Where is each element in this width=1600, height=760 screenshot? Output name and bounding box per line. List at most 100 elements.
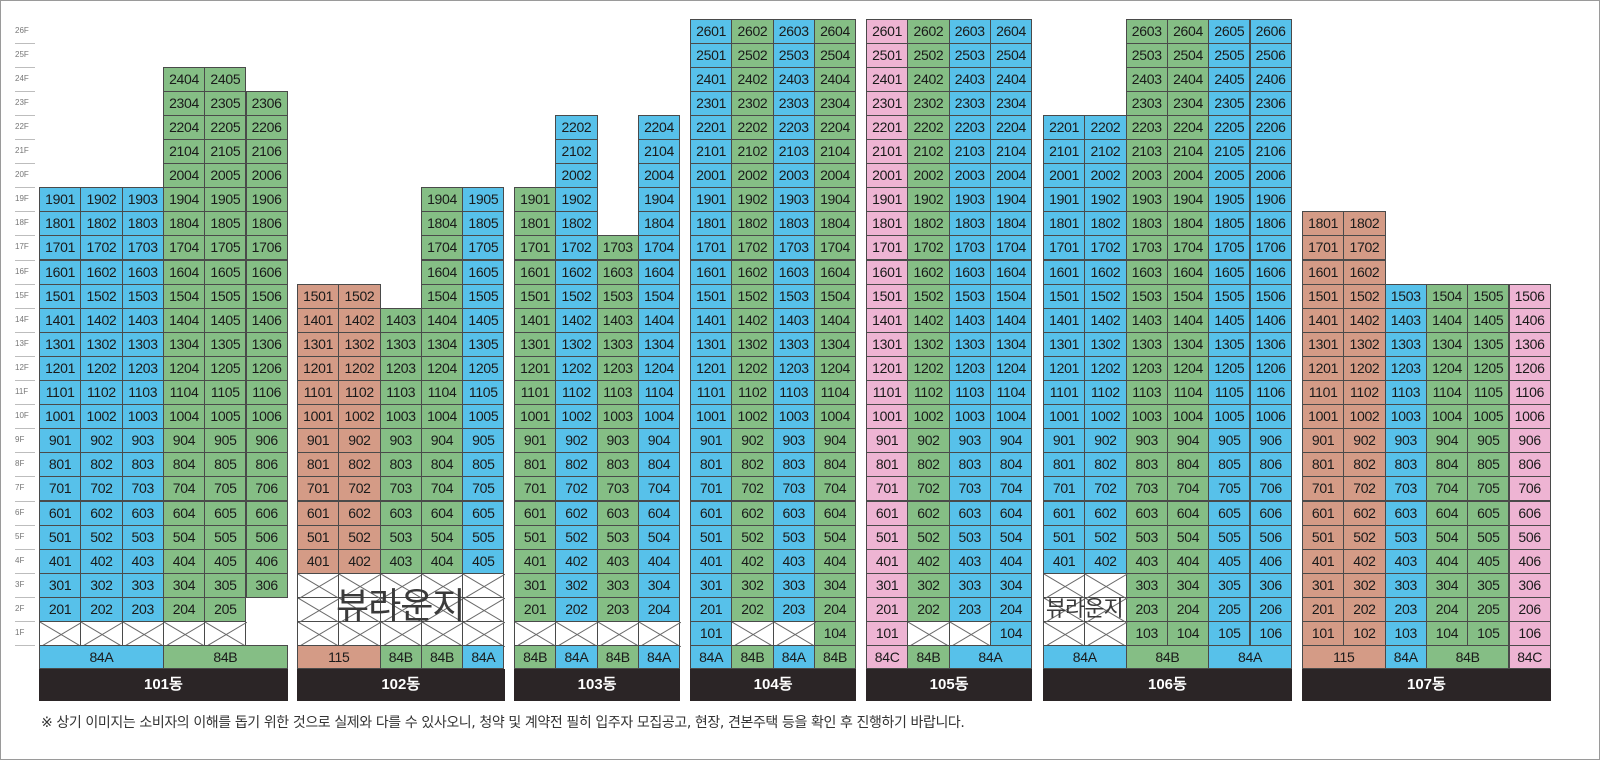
unit-cell[interactable]: 1506 — [1508, 283, 1551, 309]
unit-cell[interactable]: 904 — [1425, 428, 1469, 454]
unit-cell[interactable]: 1504 — [1166, 283, 1210, 309]
unit-cell[interactable]: 804 — [1166, 452, 1210, 478]
unit-cell[interactable]: 1002 — [338, 404, 381, 430]
unit-cell[interactable]: 1302 — [555, 331, 598, 357]
unit-cell[interactable]: 1703 — [596, 235, 639, 261]
unit-cell[interactable]: 1703 — [948, 235, 991, 261]
unit-cell[interactable]: 1103 — [948, 380, 991, 406]
unit-cell[interactable]: 2404 — [1166, 66, 1210, 92]
unit-cell[interactable]: 802 — [555, 452, 598, 478]
unit-cell[interactable]: 1506 — [1249, 283, 1292, 309]
unit-cell[interactable]: 1103 — [121, 380, 164, 406]
unit-cell[interactable]: 202 — [80, 596, 123, 622]
unit-cell[interactable]: 401 — [39, 548, 82, 574]
unit-cell[interactable]: 1905 — [462, 187, 505, 213]
unit-cell[interactable]: 204 — [1425, 596, 1469, 622]
unit-cell[interactable]: 1304 — [989, 331, 1033, 357]
unit-cell[interactable]: 1102 — [338, 380, 381, 406]
unit-cell[interactable]: 1302 — [1343, 331, 1386, 357]
unit-cell[interactable]: 1301 — [297, 331, 340, 357]
unit-cell[interactable]: 1701 — [1043, 235, 1086, 261]
unit-cell[interactable]: 601 — [1302, 500, 1345, 526]
unit-cell[interactable]: 303 — [596, 572, 639, 598]
unit-cell[interactable]: 805 — [204, 452, 247, 478]
unit-cell[interactable]: 904 — [813, 428, 857, 454]
unit-cell[interactable]: 1002 — [907, 404, 950, 430]
unit-cell[interactable]: 402 — [731, 548, 774, 574]
unit-cell[interactable]: 403 — [948, 548, 991, 574]
unit-cell[interactable]: 503 — [596, 524, 639, 550]
unit-cell[interactable]: 2101 — [690, 139, 733, 165]
unit-cell[interactable]: 604 — [1166, 500, 1210, 526]
unit-cell[interactable]: 2503 — [772, 42, 815, 68]
unit-cell[interactable]: 1304 — [813, 331, 857, 357]
unit-cell[interactable]: 1503 — [1384, 283, 1427, 309]
unit-cell[interactable]: 605 — [1467, 500, 1510, 526]
unit-cell[interactable]: 1101 — [39, 380, 82, 406]
unit-cell[interactable]: 1604 — [1166, 259, 1210, 285]
unit-cell[interactable]: 1603 — [948, 259, 991, 285]
unit-cell[interactable]: 1101 — [690, 380, 733, 406]
unit-cell[interactable]: 301 — [514, 572, 557, 598]
unit-cell[interactable]: 1003 — [121, 404, 164, 430]
unit-cell[interactable]: 1203 — [1384, 355, 1427, 381]
unit-cell[interactable]: 1004 — [989, 404, 1033, 430]
unit-cell[interactable]: 2303 — [772, 90, 815, 116]
unit-cell[interactable]: 1503 — [1125, 283, 1168, 309]
unit-cell[interactable]: 1403 — [772, 307, 815, 333]
unit-cell[interactable]: 1602 — [907, 259, 950, 285]
unit-cell[interactable]: 1101 — [1043, 380, 1086, 406]
unit-cell[interactable]: 801 — [514, 452, 557, 478]
unit-cell[interactable]: 2202 — [1084, 114, 1127, 140]
unit-cell[interactable]: 1704 — [989, 235, 1033, 261]
unit-cell[interactable]: 101 — [690, 621, 733, 647]
unit-cell[interactable]: 2404 — [813, 66, 857, 92]
unit-cell[interactable]: 1601 — [1043, 259, 1086, 285]
unit-cell[interactable]: 305 — [1208, 572, 1251, 598]
unit-cell[interactable]: 1905 — [204, 187, 247, 213]
unit-cell[interactable]: 2003 — [772, 163, 815, 189]
unit-cell[interactable]: 1001 — [514, 404, 557, 430]
unit-cell[interactable]: 103 — [1384, 621, 1427, 647]
unit-cell[interactable]: 504 — [162, 524, 206, 550]
unit-cell[interactable]: 1002 — [1084, 404, 1127, 430]
unit-cell[interactable]: 604 — [162, 500, 206, 526]
unit-cell[interactable]: 1901 — [690, 187, 733, 213]
unit-cell[interactable]: 1202 — [555, 355, 598, 381]
unit-cell[interactable]: 1604 — [989, 259, 1033, 285]
unit-cell[interactable]: 306 — [245, 572, 288, 598]
unit-cell[interactable]: 2205 — [1208, 114, 1251, 140]
unit-cell[interactable]: 401 — [690, 548, 733, 574]
unit-cell[interactable]: 705 — [1467, 476, 1510, 502]
unit-cell[interactable]: 2204 — [637, 114, 681, 140]
unit-cell[interactable]: 1802 — [731, 211, 774, 237]
unit-cell[interactable]: 705 — [1208, 476, 1251, 502]
unit-cell[interactable]: 2002 — [907, 163, 950, 189]
unit-cell[interactable]: 1403 — [379, 307, 422, 333]
unit-cell[interactable]: 604 — [813, 500, 857, 526]
unit-cell[interactable]: 1702 — [80, 235, 123, 261]
unit-cell[interactable]: 1001 — [690, 404, 733, 430]
unit-cell[interactable]: 1906 — [1249, 187, 1292, 213]
unit-cell[interactable]: 1205 — [1467, 355, 1510, 381]
unit-cell[interactable]: 1201 — [39, 355, 82, 381]
unit-cell[interactable]: 2103 — [948, 139, 991, 165]
unit-cell[interactable]: 2504 — [989, 42, 1033, 68]
unit-cell[interactable]: 903 — [948, 428, 991, 454]
unit-cell[interactable]: 702 — [338, 476, 381, 502]
unit-cell[interactable]: 2001 — [690, 163, 733, 189]
unit-cell[interactable]: 2202 — [907, 114, 950, 140]
unit-cell[interactable]: 903 — [1125, 428, 1168, 454]
unit-cell[interactable]: 204 — [162, 596, 206, 622]
unit-cell[interactable]: 1502 — [1084, 283, 1127, 309]
unit-cell[interactable]: 2105 — [204, 139, 247, 165]
unit-cell[interactable]: 1801 — [39, 211, 82, 237]
unit-cell[interactable]: 1501 — [39, 283, 82, 309]
unit-cell[interactable]: 2302 — [907, 90, 950, 116]
unit-cell[interactable]: 1901 — [514, 187, 557, 213]
unit-cell[interactable]: 1902 — [80, 187, 123, 213]
unit-cell[interactable]: 504 — [420, 524, 464, 550]
unit-cell[interactable]: 1502 — [555, 283, 598, 309]
unit-cell[interactable]: 2106 — [1249, 139, 1292, 165]
unit-cell[interactable]: 2301 — [690, 90, 733, 116]
